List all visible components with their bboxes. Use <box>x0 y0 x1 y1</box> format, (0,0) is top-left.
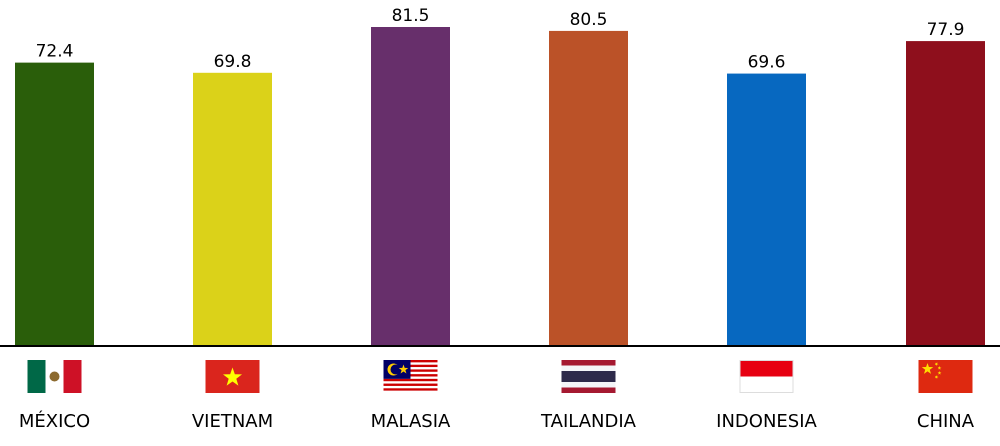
malaysia-flag-icon <box>383 360 438 394</box>
bar-tailandia <box>549 30 628 346</box>
bars-layer <box>15 27 985 347</box>
value-label-vietnam: 69.8 <box>214 52 252 72</box>
value-label-tailandia: 80.5 <box>570 10 608 30</box>
value-label-mxico: 72.4 <box>36 42 74 62</box>
value-label-malasia: 81.5 <box>392 6 430 26</box>
category-label-vietnam: VIETNAM <box>192 411 273 432</box>
vietnam-flag-icon <box>205 360 260 393</box>
bar-mxico <box>15 62 94 346</box>
mexico-flag-icon <box>27 360 82 393</box>
bar-indonesia <box>727 73 806 346</box>
value-label-indonesia: 69.6 <box>748 53 786 73</box>
bar-malasia <box>371 27 450 346</box>
thailand-flag-icon <box>561 360 616 393</box>
bar-china <box>906 41 985 347</box>
indonesia-flag-icon <box>739 360 794 393</box>
labels-layer: 72.4 MÉXICO 69.8 VIETNAM 81.5 MALASIA 80.5 TAIL… <box>19 6 975 432</box>
category-label-mxico: MÉXICO <box>19 410 90 432</box>
china-flag-icon <box>918 360 973 393</box>
category-label-china: CHINA <box>917 411 975 432</box>
bar-vietnam <box>193 72 272 346</box>
value-label-china: 77.9 <box>927 20 965 40</box>
category-label-malasia: MALASIA <box>371 411 451 432</box>
category-label-tailandia: TAILANDIA <box>540 411 637 432</box>
category-label-indonesia: INDONESIA <box>716 411 817 432</box>
